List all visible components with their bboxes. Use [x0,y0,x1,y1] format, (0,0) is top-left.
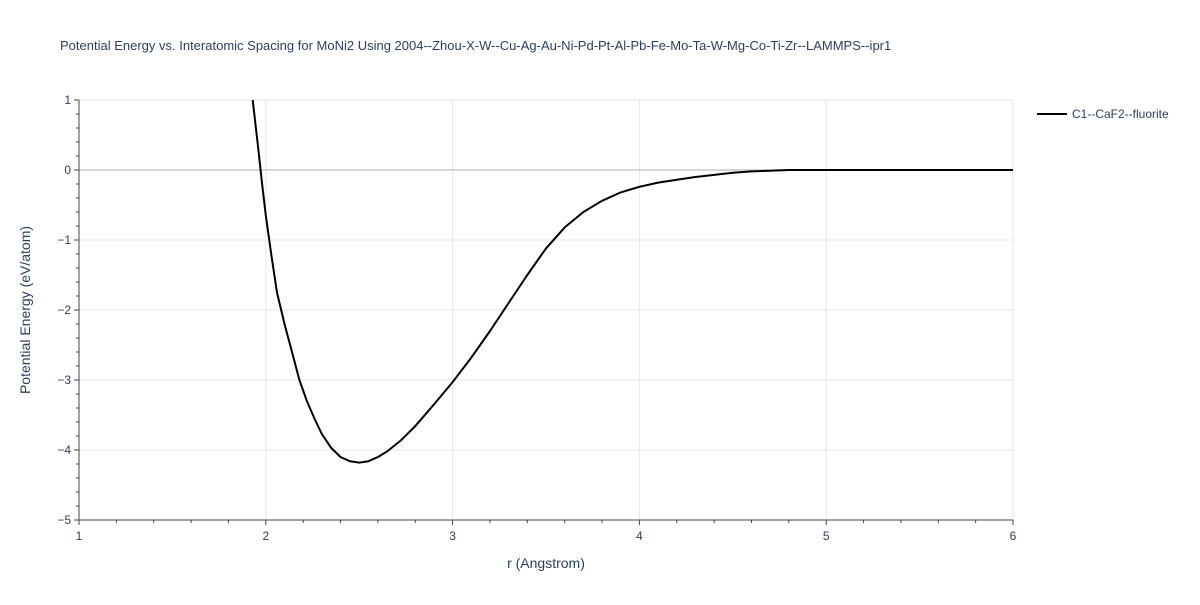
x-axis-label: r (Angstrom) [507,555,585,571]
legend-item-label: C1--CaF2--fluorite [1072,107,1169,121]
x-tick-label: 3 [449,529,456,543]
y-tick-label: −5 [57,513,71,527]
legend[interactable]: C1--CaF2--fluorite [1037,107,1169,121]
x-tick-label: 2 [262,529,269,543]
x-tick-label: 4 [636,529,643,543]
y-tick-label: −1 [57,233,71,247]
x-tick-label: 1 [76,529,83,543]
series-line [251,99,1013,464]
y-tick-label: 0 [64,163,71,177]
x-tick-label: 5 [823,529,830,543]
y-axis-label: Potential Energy (eV/atom) [17,226,33,394]
y-tick-label: 1 [64,93,71,107]
series-layer [251,99,1013,464]
y-tick-label: −3 [57,373,71,387]
axis-layer: 1 2 3 4 5 6 1 0 −1 −2 −3 −4 −5 [57,93,1016,543]
grid-layer [79,99,1014,520]
y-tick-label: −4 [57,443,71,457]
x-tick-label: 6 [1010,529,1017,543]
chart-title: Potential Energy vs. Interatomic Spacing… [60,38,891,53]
y-tick-label: −2 [57,303,71,317]
